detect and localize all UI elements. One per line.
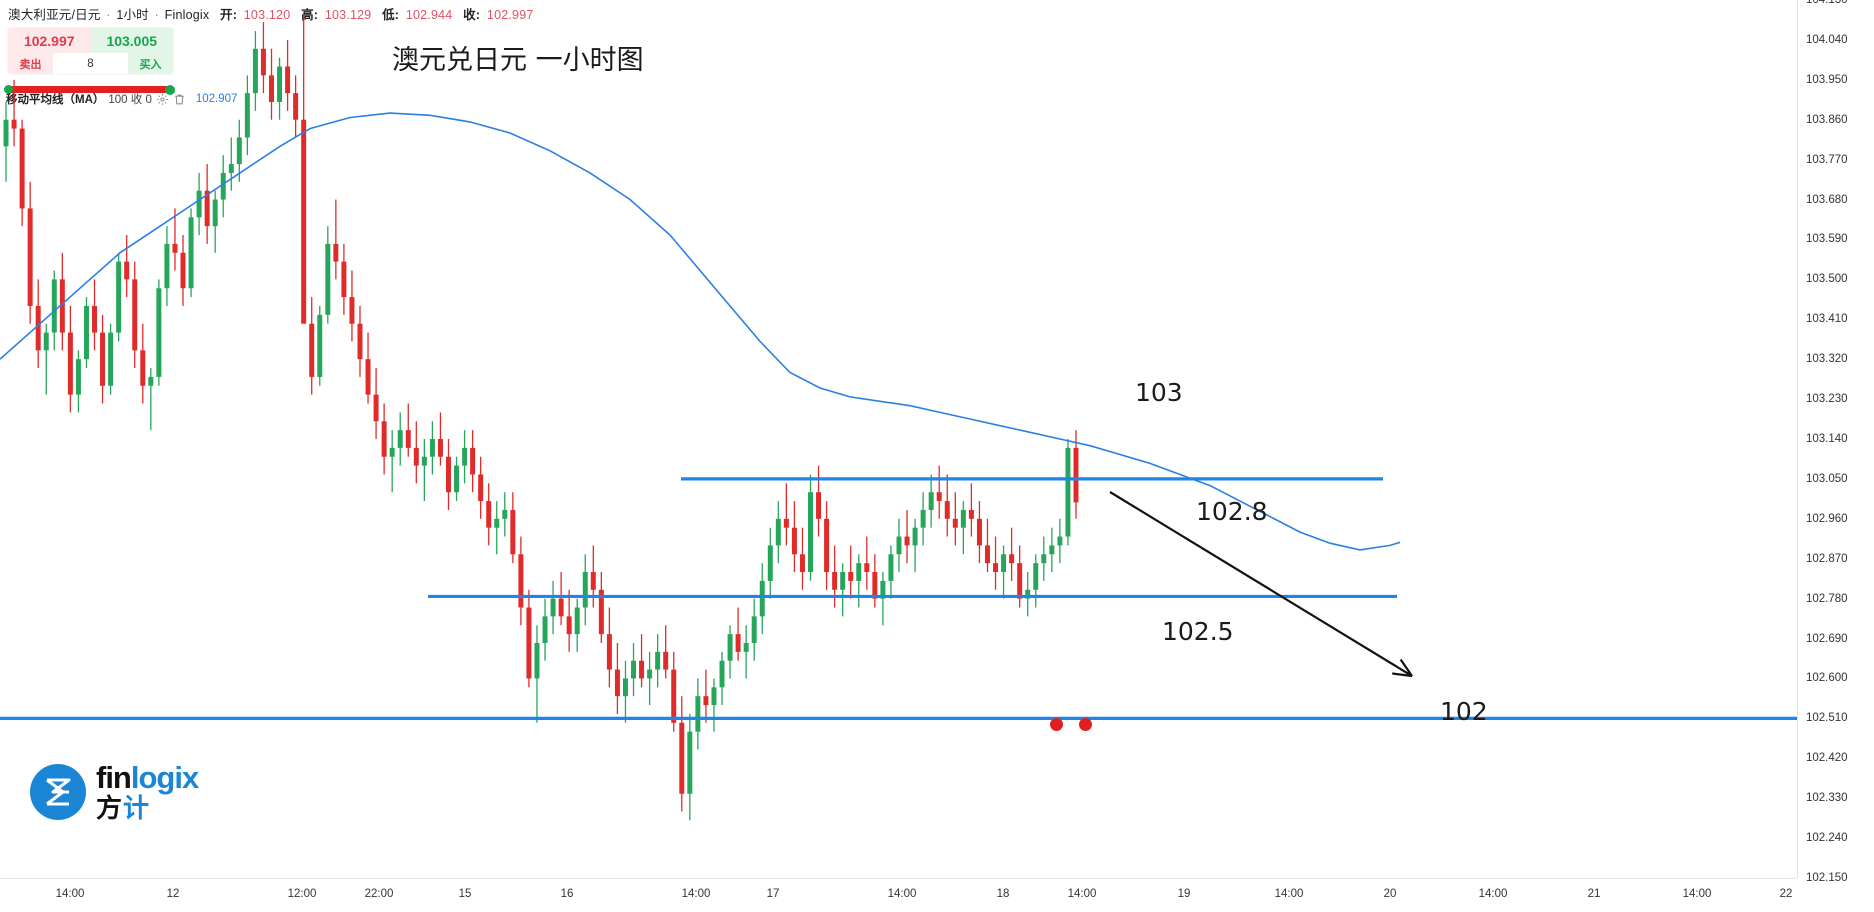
low-value: 102.944 <box>405 8 453 22</box>
price-axis[interactable]: 104.130 104.040 103.950 103.860 103.770 103.6… <box>1797 0 1874 884</box>
price-tick: 103.230 <box>1806 393 1848 406</box>
economic-event-dot[interactable] <box>1079 718 1092 731</box>
page-title: 澳元兑日元 一小时图 <box>392 45 644 76</box>
price-tick: 103.500 <box>1806 273 1848 286</box>
time-tick: 14:00 <box>1067 888 1097 900</box>
ma-indicator-params: 100 收 0 <box>108 94 152 106</box>
price-tick: 102.240 <box>1806 832 1848 845</box>
sell-button[interactable]: 卖出 <box>8 53 53 74</box>
price-tick: 103.950 <box>1806 73 1848 86</box>
time-tick: 14:00 <box>1274 888 1304 900</box>
price-tick: 102.960 <box>1806 512 1848 525</box>
price-tick: 102.330 <box>1806 792 1848 805</box>
price-tick: 103.680 <box>1806 193 1848 206</box>
down-trend-arrow <box>1109 491 1413 677</box>
finlogix-wordmark: finlogix 方计 <box>96 760 199 823</box>
price-tick: 103.320 <box>1806 353 1848 366</box>
price-tick: 103.770 <box>1806 153 1848 166</box>
trade-widget[interactable]: 102.997 103.005 卖出 8 买入 <box>8 28 173 74</box>
economic-event-dot[interactable] <box>1050 718 1063 731</box>
price-tick: 103.410 <box>1806 313 1848 326</box>
time-tick: 21 <box>1587 888 1601 900</box>
time-tick: 14:00 <box>1478 888 1508 900</box>
close-label: 收: <box>463 8 481 22</box>
time-tick: 22:00 <box>364 888 394 900</box>
logo-word-cn-1: 方 <box>96 793 124 823</box>
header-separator-1: · <box>106 8 111 22</box>
sell-price[interactable]: 102.997 <box>8 28 91 53</box>
time-axis[interactable]: 14:00 12 12:00 22:00 15 16 14:00 17 14:00 18 14:00… <box>0 878 1797 912</box>
timeframe-label[interactable]: 1小时 <box>116 8 149 22</box>
price-tick: 103.050 <box>1806 472 1848 485</box>
logo-word-logix: logix <box>130 760 199 795</box>
gear-icon[interactable] <box>156 93 169 106</box>
logo-word-cn-2: 计 <box>123 793 151 823</box>
time-tick: 15 <box>458 888 472 900</box>
price-tick: 102.870 <box>1806 552 1848 565</box>
level-102-8-label: 102.8 <box>1196 497 1268 526</box>
high-label: 高: <box>301 8 319 22</box>
finlogix-z-mark-icon <box>30 763 86 820</box>
time-tick: 22 <box>1779 888 1793 900</box>
trade-widget-prices: 102.997 103.005 <box>8 28 173 53</box>
position-handle-right[interactable] <box>165 85 175 95</box>
ma-indicator-legend[interactable]: 移动平均线（MA） 100 收 0 102.907 <box>6 91 237 107</box>
price-tick: 102.420 <box>1806 752 1848 765</box>
position-range-bar[interactable] <box>4 85 175 95</box>
price-tick: 103.140 <box>1806 433 1848 445</box>
finlogix-logo: finlogix 方计 <box>30 760 199 823</box>
chart-header-legend: 澳大利亚元/日元 · 1小时 · Finlogix 开: 103.120 高: … <box>8 4 534 23</box>
ma-current-value: 102.907 <box>195 93 238 105</box>
buy-price[interactable]: 103.005 <box>90 28 173 53</box>
time-tick: 14:00 <box>55 888 85 900</box>
header-separator-2: · <box>154 8 159 22</box>
position-handle-left[interactable] <box>4 85 13 94</box>
open-label: 开: <box>220 8 238 22</box>
price-tick: 102.510 <box>1806 712 1848 725</box>
trade-widget-actions: 卖出 8 买入 <box>8 53 173 74</box>
time-tick: 14:00 <box>681 888 711 900</box>
price-tick: 103.860 <box>1806 113 1848 126</box>
level-103-label: 103 <box>1135 378 1183 407</box>
buy-button[interactable]: 买入 <box>128 53 173 74</box>
time-tick: 14:00 <box>1682 888 1712 900</box>
time-tick: 20 <box>1383 888 1397 900</box>
trash-icon[interactable] <box>173 93 186 106</box>
logo-word-fin: fin <box>96 760 132 795</box>
time-tick: 12 <box>166 888 180 900</box>
price-tick: 102.600 <box>1806 672 1848 685</box>
low-label: 低: <box>382 8 400 22</box>
ma-line <box>0 112 1401 551</box>
open-value: 103.120 <box>243 8 291 22</box>
time-tick: 16 <box>560 888 574 900</box>
price-tick: 102.150 <box>1806 872 1848 884</box>
time-tick: 17 <box>766 888 780 900</box>
time-tick: 12:00 <box>287 888 317 900</box>
price-tick: 103.590 <box>1806 233 1848 246</box>
symbol-label[interactable]: 澳大利亚元/日元 <box>8 8 101 22</box>
close-value: 102.997 <box>486 8 534 22</box>
source-label: Finlogix <box>164 8 210 22</box>
high-value: 103.129 <box>324 8 372 22</box>
time-tick: 18 <box>996 888 1010 900</box>
price-tick: 104.040 <box>1806 33 1848 46</box>
ma-indicator-name: 移动平均线（MA） <box>6 94 105 106</box>
price-tick: 104.130 <box>1806 0 1848 6</box>
time-tick: 19 <box>1177 888 1191 900</box>
candlestick-plot[interactable] <box>0 0 1797 878</box>
price-tick: 102.690 <box>1806 632 1848 645</box>
level-102-label: 102 <box>1440 697 1488 726</box>
price-tick: 102.780 <box>1806 592 1848 605</box>
plot-svg <box>0 13 1797 821</box>
quantity-input[interactable]: 8 <box>53 53 128 74</box>
level-102-5-label: 102.5 <box>1162 617 1234 646</box>
candle-series <box>3 13 1079 821</box>
time-tick: 14:00 <box>887 888 917 900</box>
